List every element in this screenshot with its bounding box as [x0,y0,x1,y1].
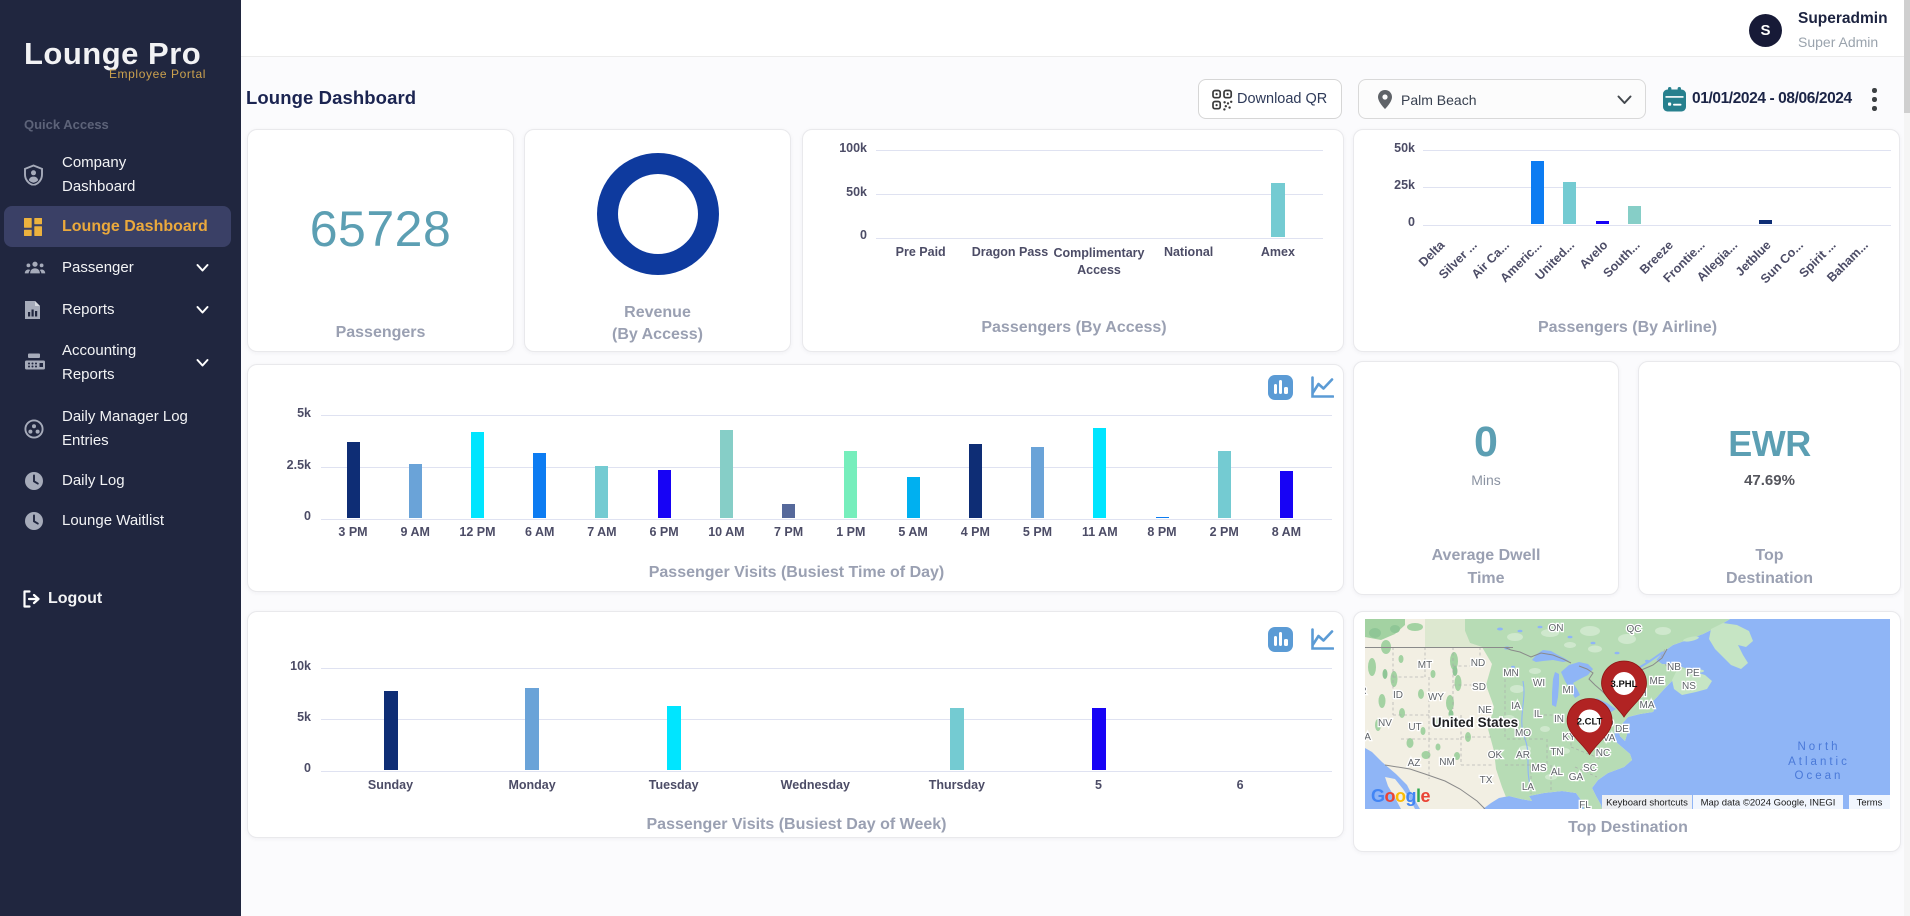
svg-text:FL: FL [1579,800,1591,809]
svg-text:NB: NB [1667,662,1681,673]
svg-text:North: North [1797,741,1840,753]
svg-text:TN: TN [1550,747,1563,758]
svg-text:MN: MN [1503,668,1519,679]
svg-text:AL: AL [1551,767,1564,778]
svg-text:IL: IL [1534,709,1543,720]
svg-text:R: R [1365,686,1367,697]
svg-text:SC: SC [1583,763,1597,774]
svg-text:UT: UT [1408,722,1421,733]
svg-text:IN: IN [1554,714,1564,725]
svg-text:GA: GA [1569,772,1584,783]
svg-text:MA: MA [1640,700,1655,711]
svg-text:NV: NV [1378,718,1392,729]
svg-text:DE: DE [1615,724,1629,735]
svg-text:ND: ND [1471,658,1485,669]
svg-text:NS: NS [1682,681,1696,692]
svg-text:NC: NC [1596,748,1610,759]
svg-text:3.PHL: 3.PHL [1611,679,1638,690]
svg-text:Map data ©2024 Google, INEGI: Map data ©2024 Google, INEGI [1701,798,1836,809]
svg-text:ON: ON [1549,623,1564,634]
svg-text:MS: MS [1532,763,1547,774]
svg-text:WI: WI [1533,678,1545,689]
svg-text:Atlantic: Atlantic [1788,756,1850,768]
svg-text:OK: OK [1488,750,1503,761]
svg-text:Terms: Terms [1857,798,1883,809]
svg-text:AR: AR [1516,750,1530,761]
svg-text:2.CLT: 2.CLT [1577,717,1603,728]
svg-text:IA: IA [1511,701,1521,712]
svg-text:ME: ME [1650,676,1665,687]
svg-text:ID: ID [1393,690,1403,701]
svg-text:MI: MI [1562,685,1573,696]
svg-text:NE: NE [1478,705,1492,716]
svg-text:PE: PE [1686,668,1700,679]
svg-text:Ocean: Ocean [1795,770,1844,782]
svg-text:Google: Google [1371,786,1431,806]
svg-text:CA: CA [1365,732,1371,743]
svg-text:Keyboard shortcuts: Keyboard shortcuts [1606,798,1688,809]
svg-text:WY: WY [1428,692,1444,703]
svg-text:NM: NM [1439,757,1455,768]
svg-text:SD: SD [1472,682,1486,693]
svg-text:AZ: AZ [1408,758,1421,769]
svg-text:LA: LA [1522,782,1535,793]
svg-text:QC: QC [1627,624,1642,635]
svg-text:TX: TX [1480,775,1493,786]
svg-text:United States: United States [1432,715,1518,730]
svg-text:MO: MO [1515,728,1531,739]
svg-text:MT: MT [1418,660,1432,671]
